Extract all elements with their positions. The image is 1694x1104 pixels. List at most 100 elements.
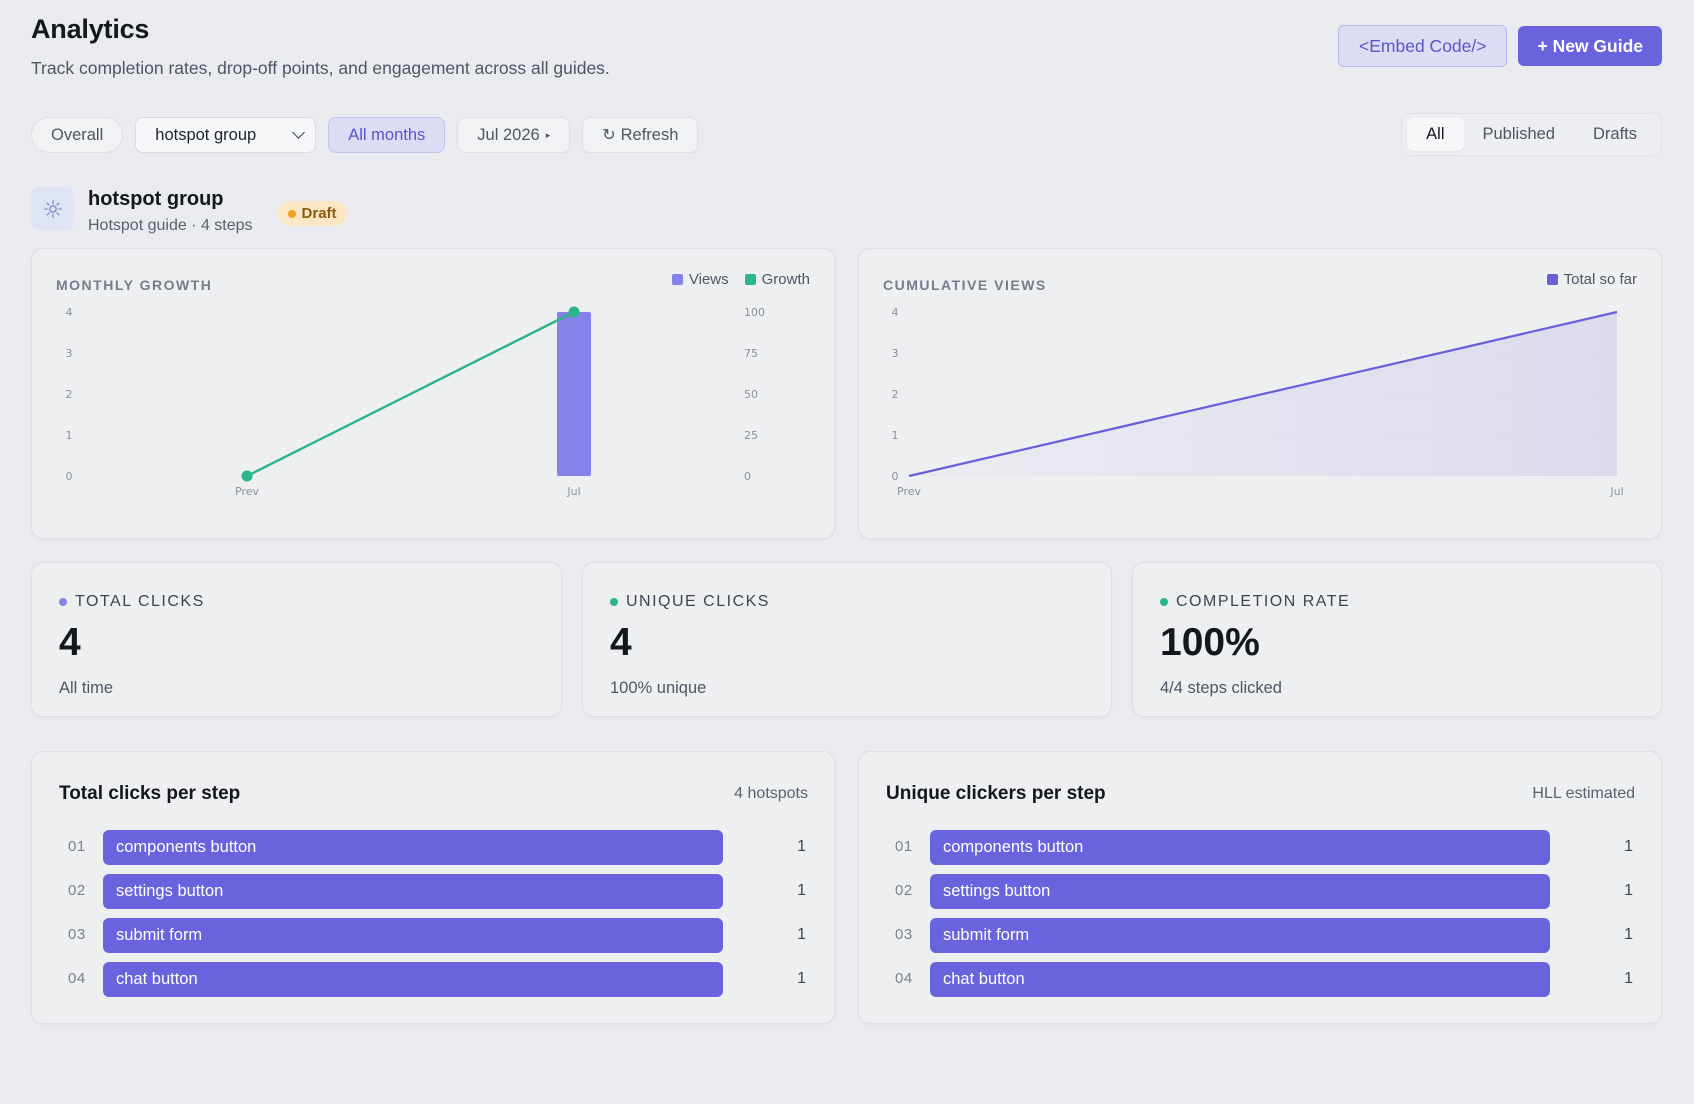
y2-tick-label: 75 bbox=[744, 347, 758, 360]
stat-dot-icon bbox=[59, 598, 67, 606]
step-count: 1 bbox=[797, 970, 806, 987]
x-tick-label: Jul bbox=[1609, 485, 1623, 498]
month-picker[interactable]: Jul 2026 ▸ bbox=[457, 117, 571, 153]
step-index: 03 bbox=[895, 926, 913, 943]
step-count: 1 bbox=[1624, 926, 1633, 943]
step-index: 01 bbox=[68, 838, 86, 855]
y2-tick-label: 100 bbox=[744, 306, 765, 319]
step-count: 1 bbox=[1624, 838, 1633, 855]
step-index: 04 bbox=[895, 970, 913, 987]
guide-select[interactable]: hotspot group bbox=[135, 117, 317, 153]
caret-right-icon: ▸ bbox=[545, 129, 551, 140]
sun-icon bbox=[43, 199, 62, 218]
stat-label-text: UNIQUE CLICKS bbox=[626, 593, 770, 610]
list-item[interactable]: 04 chat button 1 bbox=[32, 962, 834, 997]
legend-total-label: Total so far bbox=[1563, 271, 1637, 288]
all-months-label: All months bbox=[348, 125, 426, 144]
stat-dot-icon bbox=[610, 598, 618, 606]
total-clicks-per-step-card: Total clicks per step 4 hotspots 01 comp… bbox=[31, 751, 835, 1024]
all-months-filter[interactable]: All months bbox=[328, 117, 446, 153]
step-bar: settings button bbox=[103, 874, 723, 909]
step-index: 04 bbox=[68, 970, 86, 987]
tab-published[interactable]: Published bbox=[1482, 125, 1555, 143]
y-tick-label: 4 bbox=[66, 306, 73, 319]
stat-value: 4 bbox=[59, 621, 81, 664]
header-actions: <Embed Code/> + New Guide bbox=[1338, 25, 1662, 67]
stat-label: TOTAL CLICKS bbox=[59, 593, 205, 611]
y2-tick-label: 25 bbox=[744, 429, 758, 442]
legend-total-so-far: Total so far bbox=[1546, 271, 1637, 288]
stat-card-unique-clicks: UNIQUE CLICKS 4 100% unique bbox=[582, 562, 1112, 717]
overall-filter[interactable]: Overall bbox=[31, 117, 124, 153]
growth-point bbox=[568, 306, 580, 318]
y-tick-label: 2 bbox=[66, 388, 73, 401]
cumulative-views-card: CUMULATIVE VIEWS Total so far 0 1 2 3 4 Prev J… bbox=[858, 248, 1662, 539]
y-tick-label: 0 bbox=[892, 470, 899, 483]
chevron-down-icon bbox=[292, 126, 306, 139]
filter-bar: Overall hotspot group All months Jul 202… bbox=[31, 117, 699, 153]
cumulative-line bbox=[908, 310, 1618, 478]
y-tick-label: 2 bbox=[892, 388, 899, 401]
views-swatch-icon bbox=[671, 274, 683, 285]
legend-views: Views bbox=[671, 271, 729, 288]
refresh-button[interactable]: ↻ Refresh bbox=[582, 117, 699, 153]
list-item[interactable]: 01 components button 1 bbox=[32, 830, 834, 865]
step-index: 03 bbox=[68, 926, 86, 943]
stat-card-total-clicks: TOTAL CLICKS 4 All time bbox=[31, 562, 562, 717]
monthly-growth-label: MONTHLY GROWTH bbox=[56, 277, 213, 293]
step-count: 1 bbox=[1624, 970, 1633, 987]
stat-label: COMPLETION RATE bbox=[1160, 593, 1350, 611]
stat-label-text: COMPLETION RATE bbox=[1176, 593, 1351, 610]
overall-filter-label: Overall bbox=[51, 125, 104, 144]
page-subtitle: Track completion rates, drop-off points,… bbox=[31, 58, 610, 78]
guide-summary: hotspot group Hotspot guide · 4 steps Dr… bbox=[31, 187, 347, 235]
growth-line bbox=[246, 310, 575, 478]
list-title: Total clicks per step bbox=[59, 783, 241, 804]
draft-dot-icon bbox=[287, 209, 296, 218]
month-picker-label: Jul 2026 bbox=[477, 125, 540, 144]
list-item[interactable]: 02 settings button 1 bbox=[32, 874, 834, 909]
status-badge-label: Draft bbox=[301, 205, 337, 222]
growth-point bbox=[241, 470, 253, 482]
cumulative-views-chart: 0 1 2 3 4 Prev Jul bbox=[892, 306, 1624, 498]
step-bar: components button bbox=[930, 830, 1550, 865]
list-item[interactable]: 02 settings button 1 bbox=[859, 874, 1661, 909]
list-meta: HLL estimated bbox=[1532, 785, 1635, 802]
step-index: 01 bbox=[895, 838, 913, 855]
stat-sub: 4/4 steps clicked bbox=[1160, 679, 1282, 697]
total-swatch-icon bbox=[1546, 274, 1558, 285]
list-item[interactable]: 03 submit form 1 bbox=[32, 918, 834, 953]
step-bar: chat button bbox=[103, 962, 723, 997]
status-segmented-control: All Published Drafts bbox=[1401, 113, 1662, 156]
tab-drafts[interactable]: Drafts bbox=[1592, 125, 1637, 143]
new-guide-button[interactable]: + New Guide bbox=[1518, 26, 1662, 66]
list-item[interactable]: 01 components button 1 bbox=[859, 830, 1661, 865]
stat-dot-icon bbox=[1160, 598, 1168, 606]
step-count: 1 bbox=[797, 926, 806, 943]
page-header: Analytics Track completion rates, drop-o… bbox=[31, 14, 610, 79]
y-tick-label: 1 bbox=[66, 429, 73, 442]
guide-select-value: hotspot group bbox=[155, 125, 257, 144]
step-bar: settings button bbox=[930, 874, 1550, 909]
list-item[interactable]: 04 chat button 1 bbox=[859, 962, 1661, 997]
list-item[interactable]: 03 submit form 1 bbox=[859, 918, 1661, 953]
legend-views-label: Views bbox=[688, 271, 729, 288]
guide-name: hotspot group bbox=[88, 188, 224, 210]
step-bar: submit form bbox=[930, 918, 1550, 953]
list-meta: 4 hotspots bbox=[734, 785, 808, 802]
stat-sub: 100% unique bbox=[610, 679, 707, 697]
stat-label-text: TOTAL CLICKS bbox=[75, 593, 205, 610]
y-tick-label: 3 bbox=[66, 347, 73, 360]
x-tick-label: Prev bbox=[897, 485, 921, 498]
legend-growth: Growth bbox=[744, 271, 810, 288]
step-count: 1 bbox=[1624, 882, 1633, 899]
embed-code-button[interactable]: <Embed Code/> bbox=[1338, 25, 1508, 67]
x-tick-label: Prev bbox=[235, 485, 259, 498]
tab-all[interactable]: All bbox=[1407, 118, 1464, 151]
cumulative-views-legend: Total so far bbox=[1546, 271, 1637, 288]
stat-card-completion-rate: COMPLETION RATE 100% 4/4 steps clicked bbox=[1132, 562, 1662, 717]
y2-tick-label: 50 bbox=[744, 388, 758, 401]
stat-value: 4 bbox=[610, 621, 632, 664]
views-bar bbox=[557, 312, 591, 476]
y-tick-label: 1 bbox=[892, 429, 899, 442]
